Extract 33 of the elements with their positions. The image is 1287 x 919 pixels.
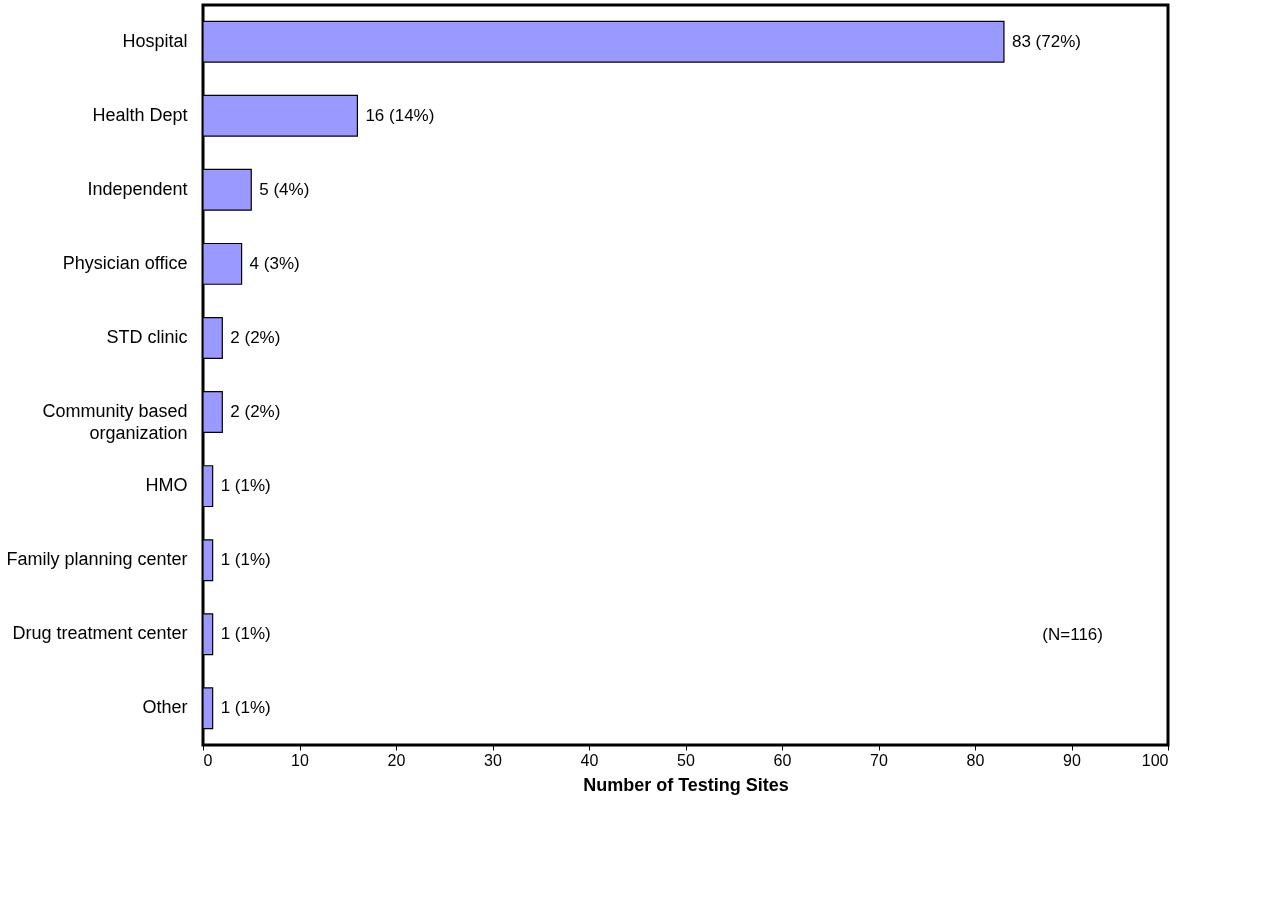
data-label: 16 (14%) bbox=[365, 105, 435, 125]
x-tick-label: 0 bbox=[203, 751, 213, 769]
data-label: 4 (3%) bbox=[249, 253, 300, 273]
y-tick-label: HMO bbox=[145, 475, 188, 496]
y-tick-label: Community based organization bbox=[42, 401, 188, 444]
data-label: 1 (1%) bbox=[220, 624, 271, 644]
x-axis-title: Number of Testing Sites bbox=[583, 774, 789, 795]
data-label: 5 (4%) bbox=[259, 179, 310, 199]
y-tick-label: Independent bbox=[87, 178, 188, 199]
x-tick-label: 90 bbox=[1063, 751, 1081, 769]
y-tick-label: Physician office bbox=[62, 252, 188, 273]
y-tick-label: Drug treatment center bbox=[12, 623, 188, 644]
x-tick-label: 10 bbox=[291, 751, 309, 769]
y-tick-label: Health Dept bbox=[92, 104, 188, 125]
data-label: 1 (1%) bbox=[220, 476, 271, 496]
x-tick-label: 60 bbox=[773, 751, 792, 769]
data-label: 1 (1%) bbox=[220, 698, 271, 718]
x-tick-label: 20 bbox=[387, 751, 406, 769]
data-label: 83 (72%) bbox=[1011, 31, 1081, 51]
y-tick-label: STD clinic bbox=[106, 326, 188, 347]
data-label: 2 (2%) bbox=[230, 327, 281, 347]
x-tick-label: 30 bbox=[484, 751, 502, 769]
x-tick-label: 70 bbox=[870, 751, 888, 769]
y-tick-label: Other bbox=[142, 697, 188, 718]
annotation: (N=116) bbox=[1042, 625, 1103, 644]
x-tick-label: 80 bbox=[966, 751, 985, 769]
x-tick-label: 40 bbox=[580, 751, 599, 769]
y-tick-label: Family planning center bbox=[6, 549, 188, 570]
data-label: 1 (1%) bbox=[220, 550, 271, 570]
x-tick-label: 100 bbox=[1141, 751, 1169, 769]
y-tick-label: Hospital bbox=[122, 30, 188, 51]
data-label: 2 (2%) bbox=[230, 402, 281, 422]
x-tick-label: 50 bbox=[677, 751, 695, 769]
